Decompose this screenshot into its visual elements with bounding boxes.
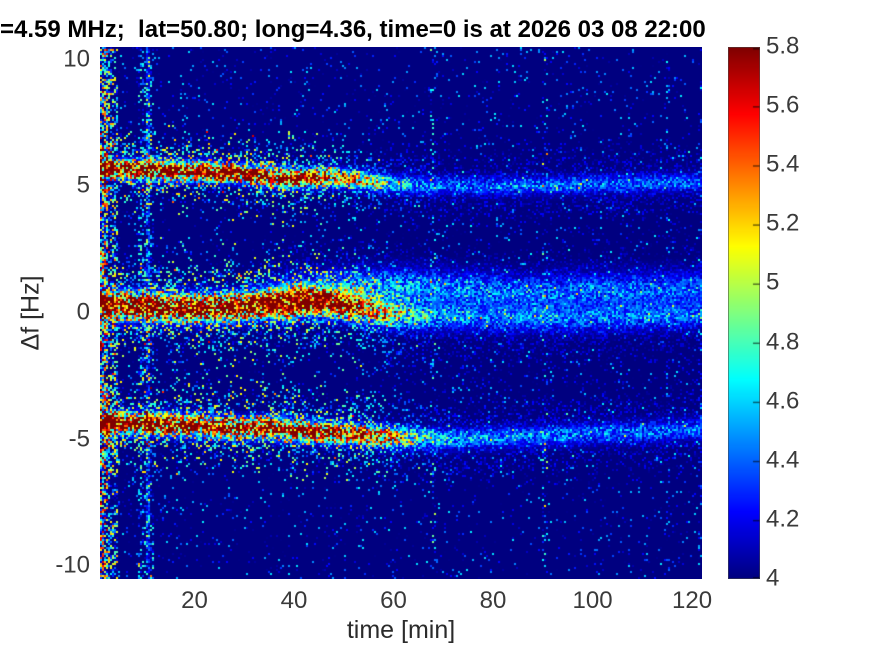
colorbar-tick-label: 4.6 [766, 387, 800, 415]
colorbar-tick-label: 4 [766, 564, 780, 592]
colorbar-tick-label: 4.2 [766, 505, 800, 533]
y-tick-label: 0 [76, 298, 90, 326]
x-tick-label: 60 [380, 587, 407, 614]
x-tick-label: 80 [479, 587, 507, 614]
x-tick-label: 120 [672, 587, 713, 614]
colorbar-tick-label: 5.8 [766, 32, 800, 60]
y-tick-label: 10 [63, 45, 90, 73]
x-tick-label: 40 [280, 587, 308, 614]
x-axis-label: time [min] [346, 616, 456, 644]
colorbar-tick-label: 4.8 [766, 328, 800, 356]
x-tick-label: 100 [572, 587, 613, 614]
colorbar-tick-label: 5.6 [766, 91, 800, 119]
colorbar-tick-label: 5.2 [766, 209, 800, 237]
chart-title: =4.59 MHz; lat=50.80; long=4.36, time=0 … [0, 16, 706, 43]
x-tick-label: 20 [181, 587, 208, 614]
y-tick-label: -5 [68, 425, 90, 453]
spectrogram-canvas [100, 47, 702, 579]
colorbar-canvas [728, 47, 760, 579]
colorbar-tick-label: 5 [766, 269, 780, 297]
y-tick-label: -10 [55, 551, 90, 579]
y-tick-label: 5 [76, 171, 90, 199]
colorbar-tick-label: 5.4 [766, 150, 800, 178]
colorbar-tick-label: 4.4 [766, 446, 800, 474]
